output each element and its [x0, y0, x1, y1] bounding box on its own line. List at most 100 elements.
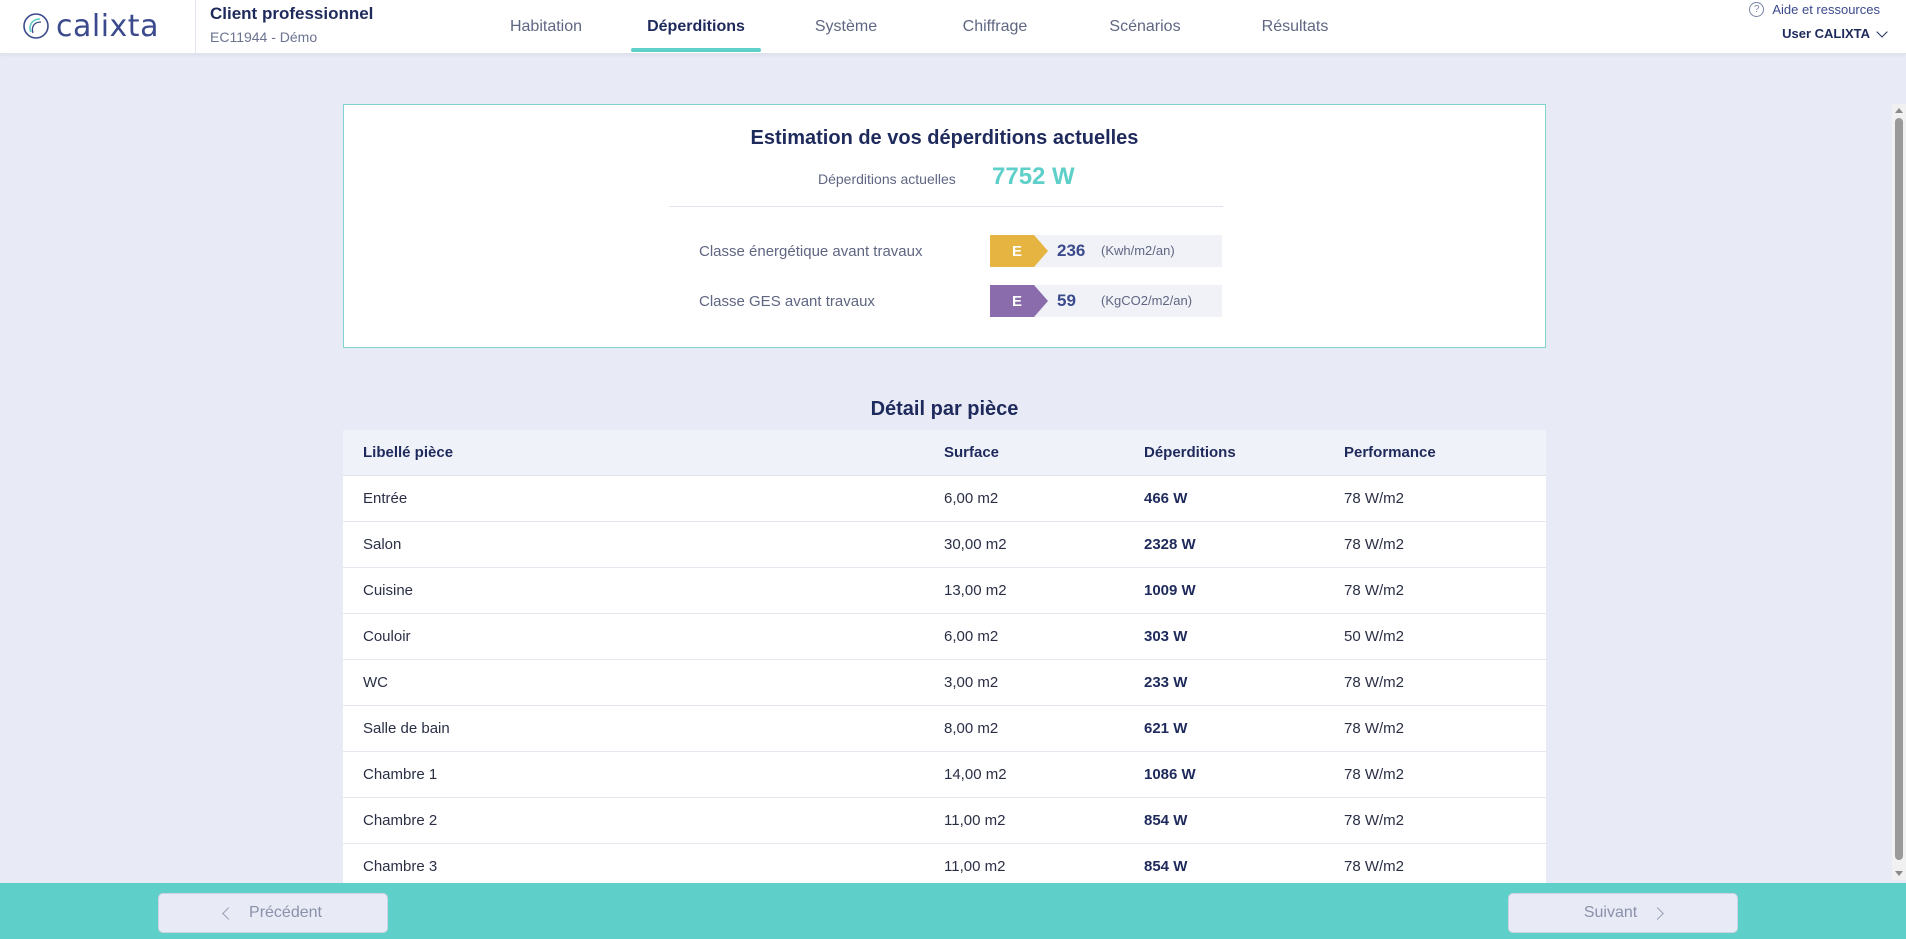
table-row: Chambre 1 14,00 m2 1086 W 78 W/m2: [343, 752, 1546, 798]
energy-class-row: Classe énergétique avant travaux E 236 (…: [699, 235, 1239, 267]
logo[interactable]: calixta: [22, 8, 159, 44]
card-divider: [669, 206, 1223, 207]
tab-resultats[interactable]: Résultats: [1261, 18, 1329, 35]
performance-cell: 78 W/m2: [1344, 582, 1405, 599]
losses-cell: 854 W: [1144, 812, 1188, 829]
surface-cell: 14,00 m2: [944, 766, 1007, 783]
logo-text: calixta: [56, 8, 159, 44]
losses-cell: 1009 W: [1144, 582, 1196, 599]
column-header-losses: Déperditions: [1144, 444, 1236, 461]
performance-cell: 78 W/m2: [1344, 812, 1405, 829]
page-scrollbar[interactable]: [1892, 104, 1906, 880]
calixta-logo-icon: [23, 13, 49, 39]
room-name-cell: Salle de bain: [363, 720, 450, 737]
previous-label: Précédent: [249, 904, 322, 921]
room-name-cell: Salon: [363, 536, 402, 553]
surface-cell: 3,00 m2: [944, 674, 999, 691]
surface-cell: 6,00 m2: [944, 490, 999, 507]
table-row: Cuisine 13,00 m2 1009 W 78 W/m2: [343, 568, 1546, 614]
losses-cell: 2328 W: [1144, 536, 1196, 553]
room-name-cell: WC: [363, 674, 388, 691]
losses-cell: 1086 W: [1144, 766, 1196, 783]
help-link[interactable]: ? Aide et ressources: [1749, 2, 1880, 17]
table-row: Chambre 2 11,00 m2 854 W 78 W/m2: [343, 798, 1546, 844]
column-header-performance: Performance: [1344, 444, 1436, 461]
tab-chiffrage[interactable]: Chiffrage: [962, 18, 1028, 35]
losses-cell: 854 W: [1144, 858, 1188, 875]
column-header-room: Libellé pièce: [363, 444, 454, 461]
ges-class-unit: (KgCO2/m2/an): [1101, 293, 1193, 308]
energy-class-badge: E: [990, 235, 1048, 267]
surface-cell: 30,00 m2: [944, 536, 1007, 553]
scroll-up-icon[interactable]: [1895, 108, 1903, 113]
chevron-right-icon: [1651, 906, 1665, 920]
performance-cell: 78 W/m2: [1344, 720, 1405, 737]
tab-systeme[interactable]: Système: [814, 18, 878, 35]
surface-cell: 13,00 m2: [944, 582, 1007, 599]
client-subtitle: EC11944 - Démo: [210, 29, 318, 45]
surface-cell: 11,00 m2: [944, 812, 1006, 829]
room-name-cell: Chambre 1: [363, 766, 438, 783]
losses-cell: 621 W: [1144, 720, 1188, 737]
performance-cell: 78 W/m2: [1344, 858, 1405, 875]
performance-cell: 78 W/m2: [1344, 536, 1405, 553]
previous-button[interactable]: Précédent: [158, 893, 388, 933]
performance-cell: 78 W/m2: [1344, 766, 1405, 783]
room-name-cell: Chambre 3: [363, 858, 438, 875]
chevron-down-icon: [1876, 25, 1888, 38]
active-tab-indicator: [631, 48, 761, 52]
tab-habitation[interactable]: Habitation: [509, 18, 583, 35]
surface-cell: 8,00 m2: [944, 720, 999, 737]
energy-class-unit: (Kwh/m2/an): [1101, 243, 1175, 258]
ges-class-label: Classe GES avant travaux: [699, 293, 875, 310]
table-row: WC 3,00 m2 233 W 78 W/m2: [343, 660, 1546, 706]
header-divider: [195, 0, 196, 54]
app-header: calixta Client professionnel EC11944 - D…: [0, 0, 1906, 54]
ges-class-value: 59: [1057, 291, 1076, 310]
table-body: Entrée 6,00 m2 466 W 78 W/m2 Salon 30,00 m2 23…: [343, 476, 1546, 890]
estimation-card: Estimation de vos déperditions actuelles…: [343, 104, 1546, 348]
surface-cell: 6,00 m2: [944, 628, 999, 645]
ges-class-box: E 59 (KgCO2/m2/an): [990, 285, 1222, 317]
losses-cell: 466 W: [1144, 490, 1188, 507]
room-name-cell: Chambre 2: [363, 812, 438, 829]
scroll-down-icon[interactable]: [1895, 871, 1903, 876]
question-circle-icon: ?: [1749, 2, 1765, 17]
room-name-cell: Entrée: [363, 490, 408, 507]
table-row: Salon 30,00 m2 2328 W 78 W/m2: [343, 522, 1546, 568]
losses-cell: 233 W: [1144, 674, 1188, 691]
table-row: Couloir 6,00 m2 303 W 50 W/m2: [343, 614, 1546, 660]
current-loss-label: Déperditions actuelles: [818, 171, 956, 187]
next-label: Suivant: [1583, 904, 1638, 921]
ges-class-badge: E: [990, 285, 1048, 317]
estimation-title: Estimation de vos déperditions actuelles: [750, 127, 1139, 149]
user-label: User CALIXTA: [1782, 26, 1870, 41]
ges-class-row: Classe GES avant travaux E 59 (KgCO2/m2/…: [699, 285, 1239, 317]
help-label: Aide et ressources: [1772, 2, 1880, 17]
room-name-cell: Cuisine: [363, 582, 414, 599]
tab-scenarios[interactable]: Scénarios: [1109, 18, 1181, 35]
chevron-left-icon: [222, 906, 235, 920]
table-row: Entrée 6,00 m2 466 W 78 W/m2: [343, 476, 1546, 522]
column-header-surface: Surface: [944, 444, 1000, 461]
performance-cell: 78 W/m2: [1344, 490, 1405, 507]
energy-class-value: 236: [1057, 241, 1086, 260]
tab-deperditions[interactable]: Déperditions: [647, 18, 745, 35]
room-name-cell: Couloir: [363, 628, 411, 645]
table-header: Libellé pièce Surface Déperditions Perfo…: [343, 430, 1546, 476]
table-row: Salle de bain 8,00 m2 621 W 78 W/m2: [343, 706, 1546, 752]
rooms-table: Libellé pièce Surface Déperditions Perfo…: [343, 430, 1546, 890]
losses-cell: 303 W: [1144, 628, 1188, 645]
next-button[interactable]: Suivant: [1508, 893, 1738, 933]
scroll-thumb[interactable]: [1895, 118, 1903, 860]
user-menu[interactable]: User CALIXTA: [1782, 25, 1888, 41]
energy-class-label: Classe énergétique avant travaux: [699, 243, 923, 260]
current-loss-value: 7752 W: [992, 163, 1075, 190]
performance-cell: 78 W/m2: [1344, 674, 1405, 691]
detail-title: Détail par pièce: [870, 398, 1019, 420]
surface-cell: 11,00 m2: [944, 858, 1006, 875]
performance-cell: 50 W/m2: [1344, 628, 1405, 645]
footer-bar: Précédent Suivant: [0, 883, 1906, 939]
energy-class-box: E 236 (Kwh/m2/an): [990, 235, 1222, 267]
client-title: Client professionnel: [210, 4, 374, 23]
